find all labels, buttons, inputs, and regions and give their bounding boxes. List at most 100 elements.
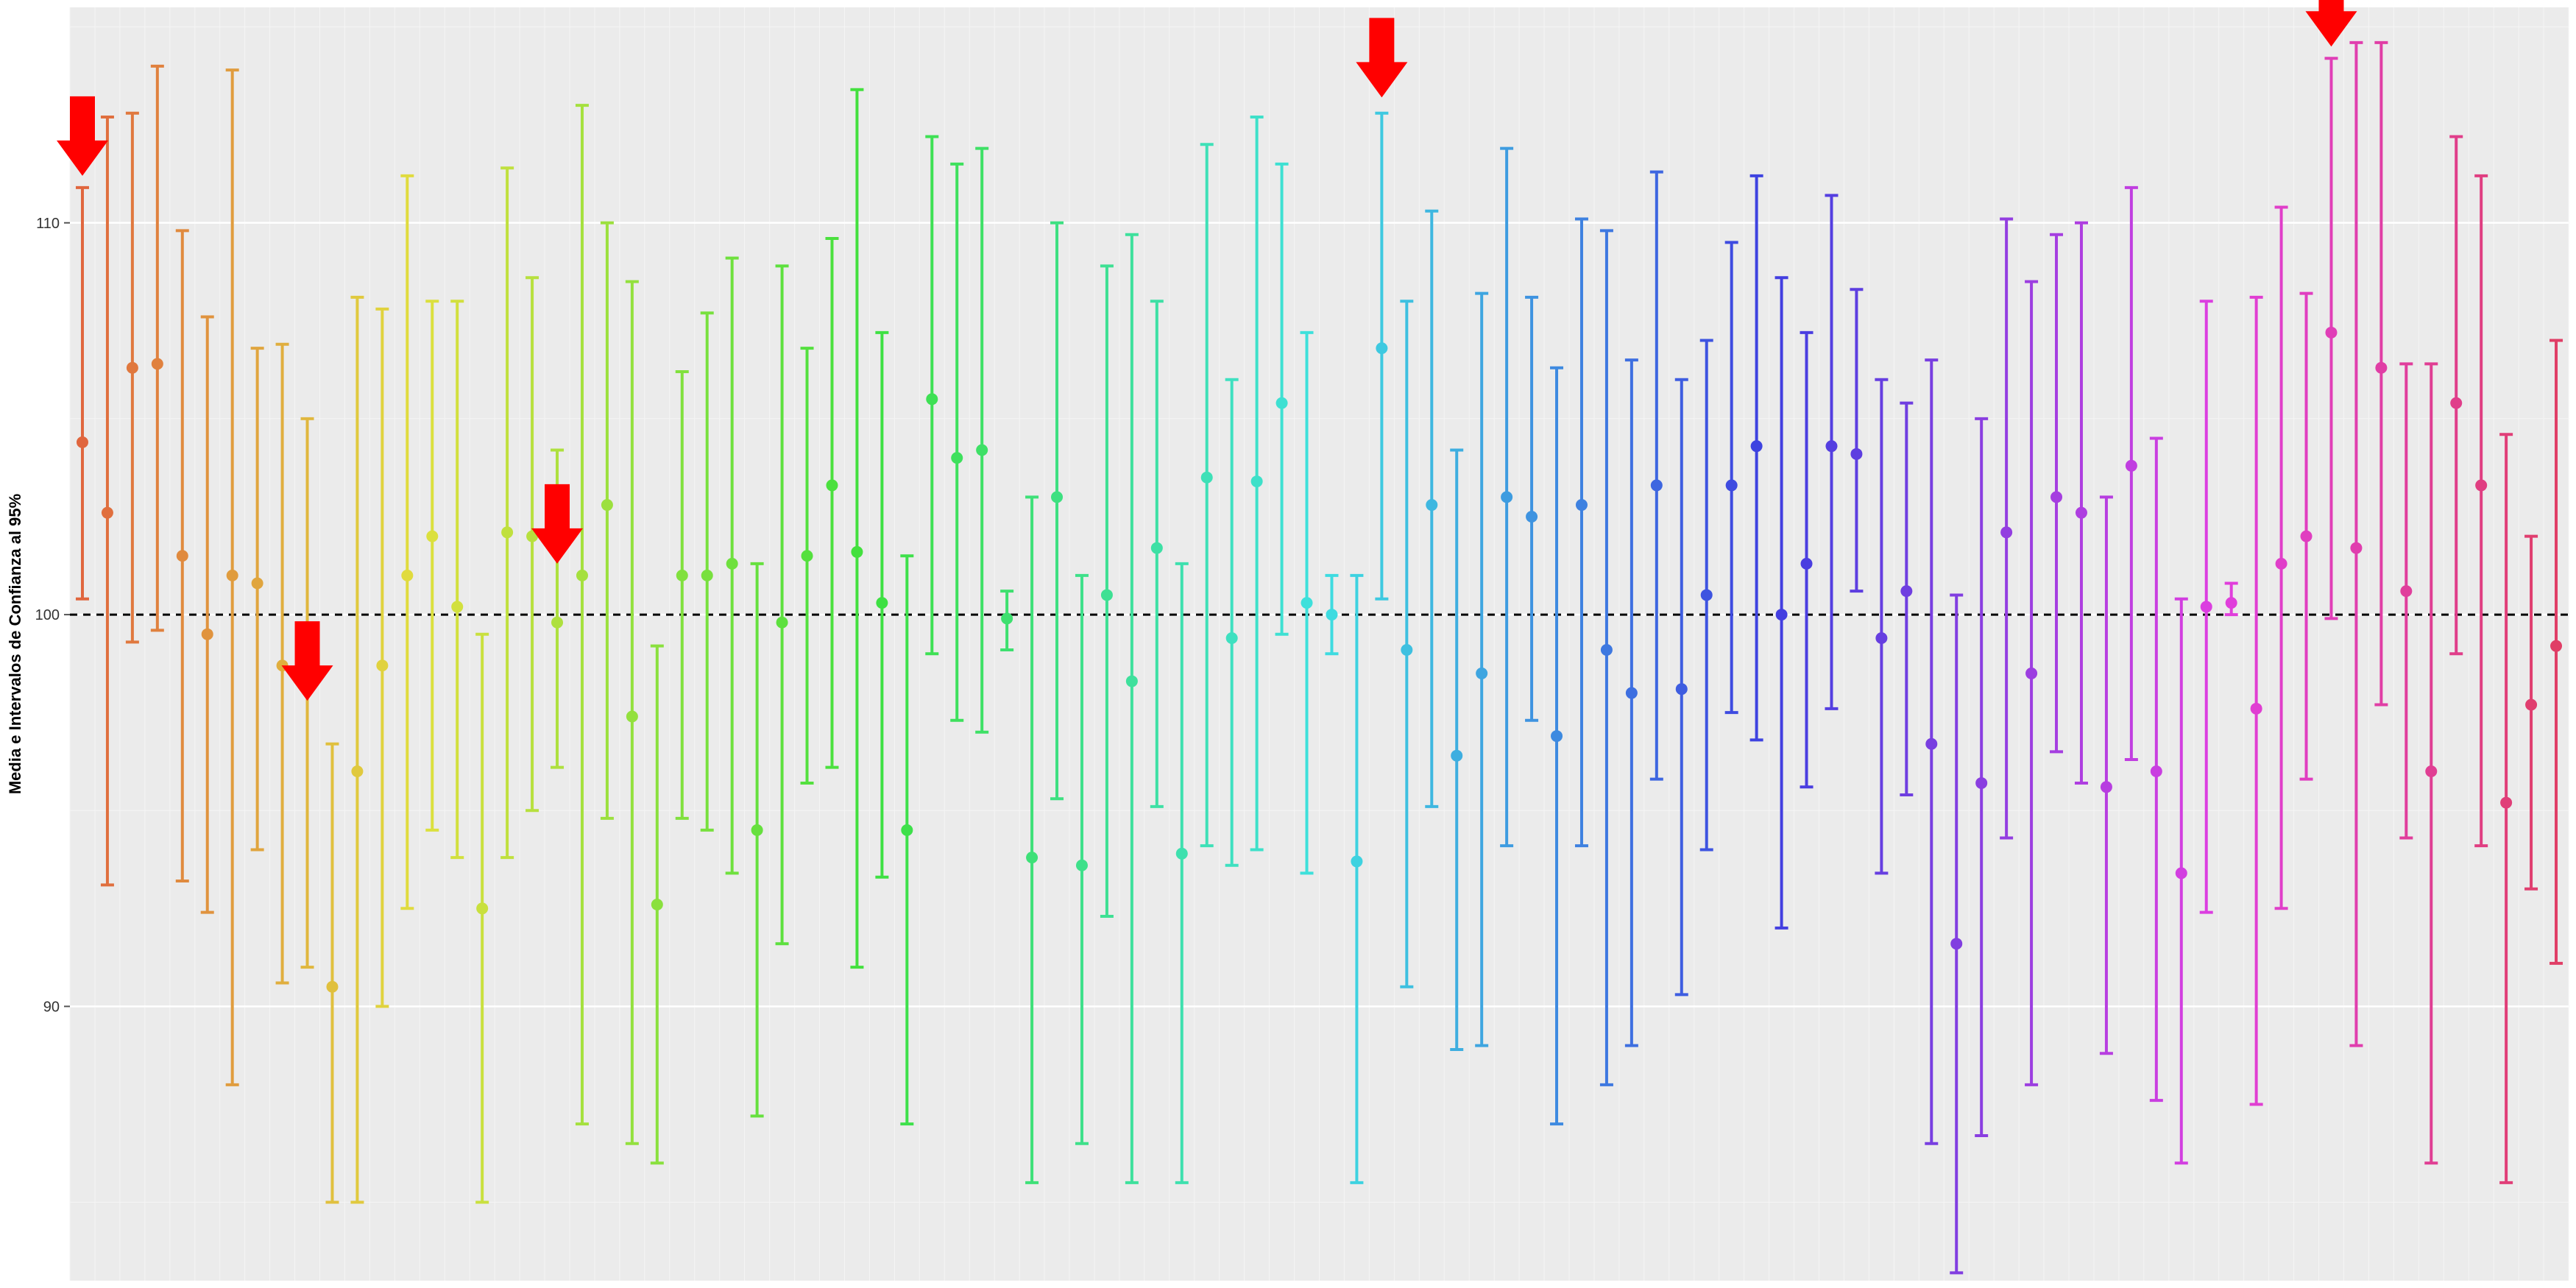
mean-point [901,824,913,836]
mean-point [1601,644,1613,656]
mean-point [1576,499,1588,511]
mean-point [826,479,838,491]
mean-point [651,899,663,910]
mean-point [1850,448,1862,460]
mean-point [1251,475,1263,487]
mean-point [1651,479,1663,491]
y-tick-label: 100 [35,607,60,623]
mean-point [1151,542,1163,554]
y-tick-label: 110 [36,216,60,232]
mean-point [1825,440,1837,452]
mean-point [2375,362,2387,374]
mean-point [2500,797,2512,809]
mean-point [1426,499,1437,511]
mean-point [1501,491,1512,503]
mean-point [351,765,363,777]
mean-point [1201,472,1213,484]
mean-point [252,577,263,589]
mean-point [776,617,788,629]
mean-point [2050,491,2062,503]
mean-point [2101,781,2112,793]
mean-point [802,550,813,562]
mean-point [326,981,338,993]
mean-point [1376,342,1387,354]
mean-point [726,558,738,570]
mean-point [1975,777,1987,789]
mean-point [2251,703,2262,715]
mean-point [177,550,188,562]
mean-point [1476,668,1487,679]
errorbar-chart: 90 100 110 Media e Intervalos de Confianza … [0,0,2576,1288]
mean-point [2126,460,2137,472]
mean-point [1076,860,1088,871]
mean-point [1751,440,1763,452]
mean-point [876,597,888,609]
mean-point [376,659,388,671]
mean-point [1676,683,1688,695]
mean-point [1726,479,1738,491]
mean-point [2025,668,2037,679]
mean-point [851,546,863,558]
mean-point [2475,479,2487,491]
mean-point [2350,542,2362,554]
mean-point [1526,511,1538,523]
mean-point [2525,699,2537,711]
mean-point [2425,765,2437,777]
mean-point [2400,585,2412,597]
mean-point [401,570,413,581]
mean-point [1126,676,1138,687]
mean-point [1276,397,1288,409]
mean-point [2000,526,2012,538]
mean-point [426,531,438,542]
mean-point [1351,855,1362,867]
mean-point [1026,852,1038,863]
mean-point [626,710,638,722]
mean-point [1801,558,1813,570]
mean-point [701,570,713,581]
mean-point [1176,848,1188,860]
mean-point [202,629,213,640]
mean-point [1401,644,1412,656]
mean-point [77,436,88,448]
mean-point [1451,750,1462,762]
mean-point [2226,597,2237,609]
mean-point [102,507,113,519]
mean-point [152,358,163,369]
mean-point [2076,507,2087,519]
mean-point [127,362,138,374]
mean-point [551,617,563,629]
y-tick-label: 90 [43,999,60,1015]
mean-point [2550,640,2562,652]
y-axis-label: Media e Intervalos de Confianza al 95% [6,494,24,794]
mean-point [2201,601,2212,612]
mean-point [976,445,988,456]
mean-point [1551,730,1563,742]
mean-point [1101,589,1113,601]
mean-point [2151,765,2162,777]
mean-point [1701,589,1713,601]
chart-container: 90 100 110 Media e Intervalos de Confianza … [0,0,2576,1288]
mean-point [1001,612,1013,624]
mean-point [476,902,488,914]
mean-point [951,452,963,464]
mean-point [1226,632,1238,644]
mean-point [926,393,938,405]
mean-point [501,526,513,538]
mean-point [2276,558,2287,570]
mean-point [451,601,463,612]
mean-point [1925,738,1937,750]
mean-point [1776,609,1788,620]
mean-point [1950,938,1962,949]
mean-point [2301,531,2313,542]
mean-point [227,570,238,581]
mean-point [1051,491,1063,503]
mean-point [2325,327,2337,339]
mean-point [676,570,688,581]
mean-point [1301,597,1313,609]
mean-point [1875,632,1887,644]
mean-point [751,824,763,836]
mean-point [2176,867,2187,879]
mean-point [2450,397,2462,409]
mean-point [601,499,613,511]
mean-point [1326,609,1337,620]
